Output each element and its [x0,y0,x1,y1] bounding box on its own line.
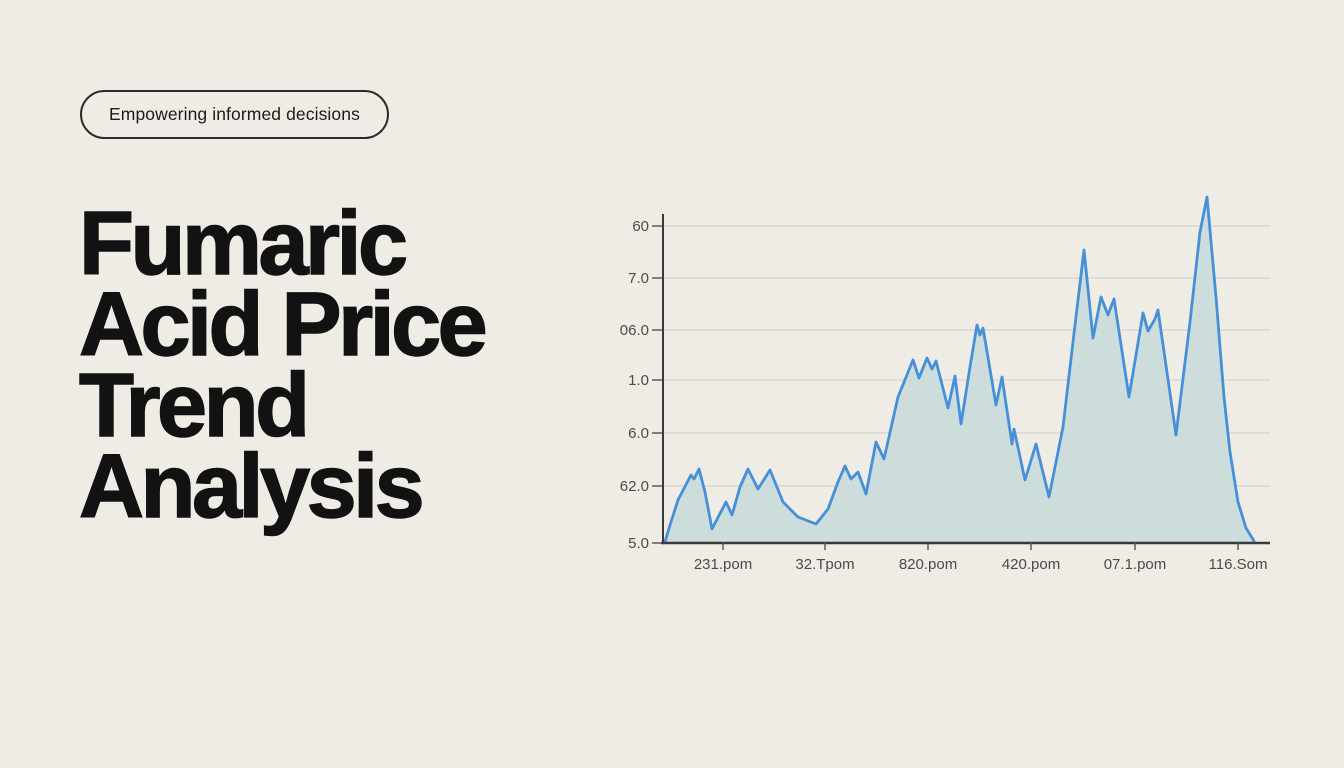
price-line [663,195,1256,544]
y-tick-label: 5.0 [628,535,649,552]
y-tick-label: 1.0 [628,372,649,389]
price-trend-chart: 60 7.0 06.0 1.0 6.0 62.0 5.0 231.pom 32.Tpom 820.… [618,192,1280,594]
axes [661,214,1270,545]
x-tick-label: 420.pom [1002,556,1060,573]
x-tick-label: 07.1.pom [1104,556,1167,573]
x-axis-labels: 231.pom 32.Tpom 820.pom 420.pom 07.1.pom 116.… [694,543,1268,573]
tagline-badge-label: Empowering informed decisions [109,104,360,124]
y-tick-label: 7.0 [628,270,649,287]
tagline-badge: Empowering informed decisions [80,90,389,139]
page-title-line-1: Fumaric [78,194,409,294]
y-tick-label: 06.0 [620,322,649,339]
page-title-line-3: Trend [78,356,311,456]
page-title-line-4: Analysis [78,437,425,537]
area-fill [665,197,1254,543]
area-series [663,195,1256,544]
x-tick-label: 116.Som [1209,556,1268,573]
page-title: Fumaric Acid Price Trend Analysis [78,194,488,537]
x-tick-label: 231.pom [694,556,752,573]
x-tick-label: 32.Tpom [795,556,854,573]
price-trend-chart-svg: 60 7.0 06.0 1.0 6.0 62.0 5.0 231.pom 32.Tpom 820.… [620,195,1270,573]
y-axis-labels: 60 7.0 06.0 1.0 6.0 62.0 5.0 [620,218,662,552]
page-title-line-2: Acid Price [78,275,488,375]
x-tick-label: 820.pom [899,556,957,573]
y-tick-label: 62.0 [620,478,649,495]
y-tick-label: 6.0 [628,425,649,442]
y-tick-label: 60 [632,218,649,235]
